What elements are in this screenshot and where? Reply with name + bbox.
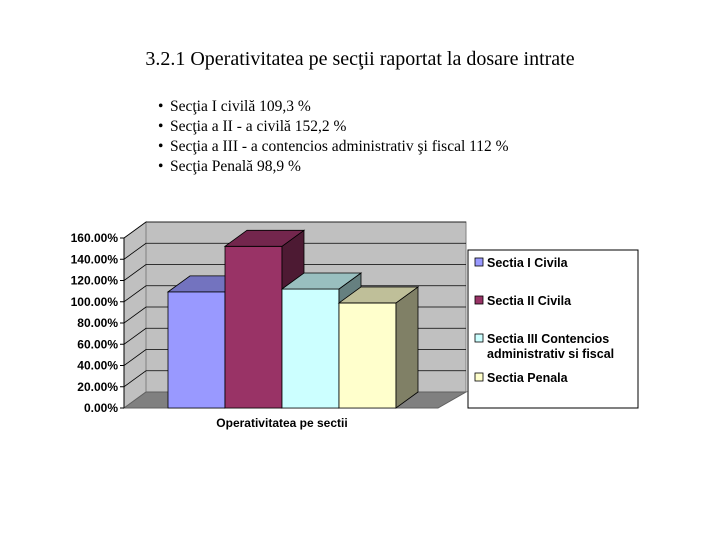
y-tick-label: 160.00% xyxy=(71,231,119,245)
legend-label: Sectia III Contencios administrativ si fi… xyxy=(487,332,614,361)
legend-swatch xyxy=(474,295,484,305)
legend-swatch xyxy=(474,372,484,382)
bullet-text: Secţia Penală 98,9 % xyxy=(170,158,301,175)
legend-label: Sectia II Civila xyxy=(487,294,572,308)
bar-front xyxy=(281,288,340,409)
bullet-dot: • xyxy=(158,138,164,155)
y-tick-label: 80.00% xyxy=(77,316,118,330)
bar-front xyxy=(224,245,283,409)
bullet-dot: • xyxy=(158,98,164,115)
bar-front xyxy=(338,302,397,409)
bullet-text: Secţia I civilă 109,3 % xyxy=(170,98,311,115)
bar-top xyxy=(223,229,306,247)
bars xyxy=(166,229,420,409)
bar-top xyxy=(337,286,420,304)
bar xyxy=(337,286,420,409)
bullet-item: • Secţia a III - a contencios administrat… xyxy=(158,137,509,157)
y-tick-label: 120.00% xyxy=(71,274,119,288)
page-title: 3.2.1 Operativitatea pe secţii raportat … xyxy=(145,48,575,70)
bullet-dot: • xyxy=(158,158,164,175)
legend: Sectia I Civila Sectia II Civila Sectia II… xyxy=(474,256,614,385)
y-axis: 0.00% 20.00% 40.00% 60.00% 80.00% 100.00% 120.… xyxy=(71,231,125,415)
y-tick-label: 20.00% xyxy=(77,380,118,394)
y-tick-label: 60.00% xyxy=(77,337,118,351)
legend-swatch xyxy=(474,333,484,343)
y-tick-label: 140.00% xyxy=(71,252,119,266)
bullet-list: • Secţia I civilă 109,3 % • Secţia a II - … xyxy=(158,97,509,177)
legend-item: Sectia III Contencios administrativ si fi… xyxy=(474,332,614,361)
legend-swatch xyxy=(474,257,484,267)
gridline xyxy=(123,264,466,281)
y-tick-label: 100.00% xyxy=(71,295,119,309)
gridline xyxy=(123,221,466,239)
bullet-dot: • xyxy=(158,118,164,135)
bullet-item: • Secţia a II - a civilă 152,2 % xyxy=(158,117,509,137)
bar-top xyxy=(280,272,363,290)
x-axis-label: Operativitatea pe sectii xyxy=(216,416,347,430)
legend-item: Sectia I Civila xyxy=(474,256,569,270)
bullet-text: Secţia a III - a contencios administrati… xyxy=(170,138,509,155)
y-tick-label: 40.00% xyxy=(77,359,118,373)
legend-label: Sectia I Civila xyxy=(487,256,569,270)
bullet-item: • Secţia I civilă 109,3 % xyxy=(158,97,509,117)
legend-item: Sectia II Civila xyxy=(474,294,572,308)
bullet-item: • Secţia Penală 98,9 % xyxy=(158,157,509,177)
bullet-text: Secţia a II - a civilă 152,2 % xyxy=(170,118,347,135)
gridline xyxy=(123,242,466,260)
legend-box xyxy=(467,249,639,409)
y-tick-label: 0.00% xyxy=(84,401,118,415)
legend-label: Sectia Penala xyxy=(487,371,569,385)
bar-front xyxy=(167,291,226,409)
legend-item: Sectia Penala xyxy=(474,371,569,385)
bar-side xyxy=(395,286,419,409)
